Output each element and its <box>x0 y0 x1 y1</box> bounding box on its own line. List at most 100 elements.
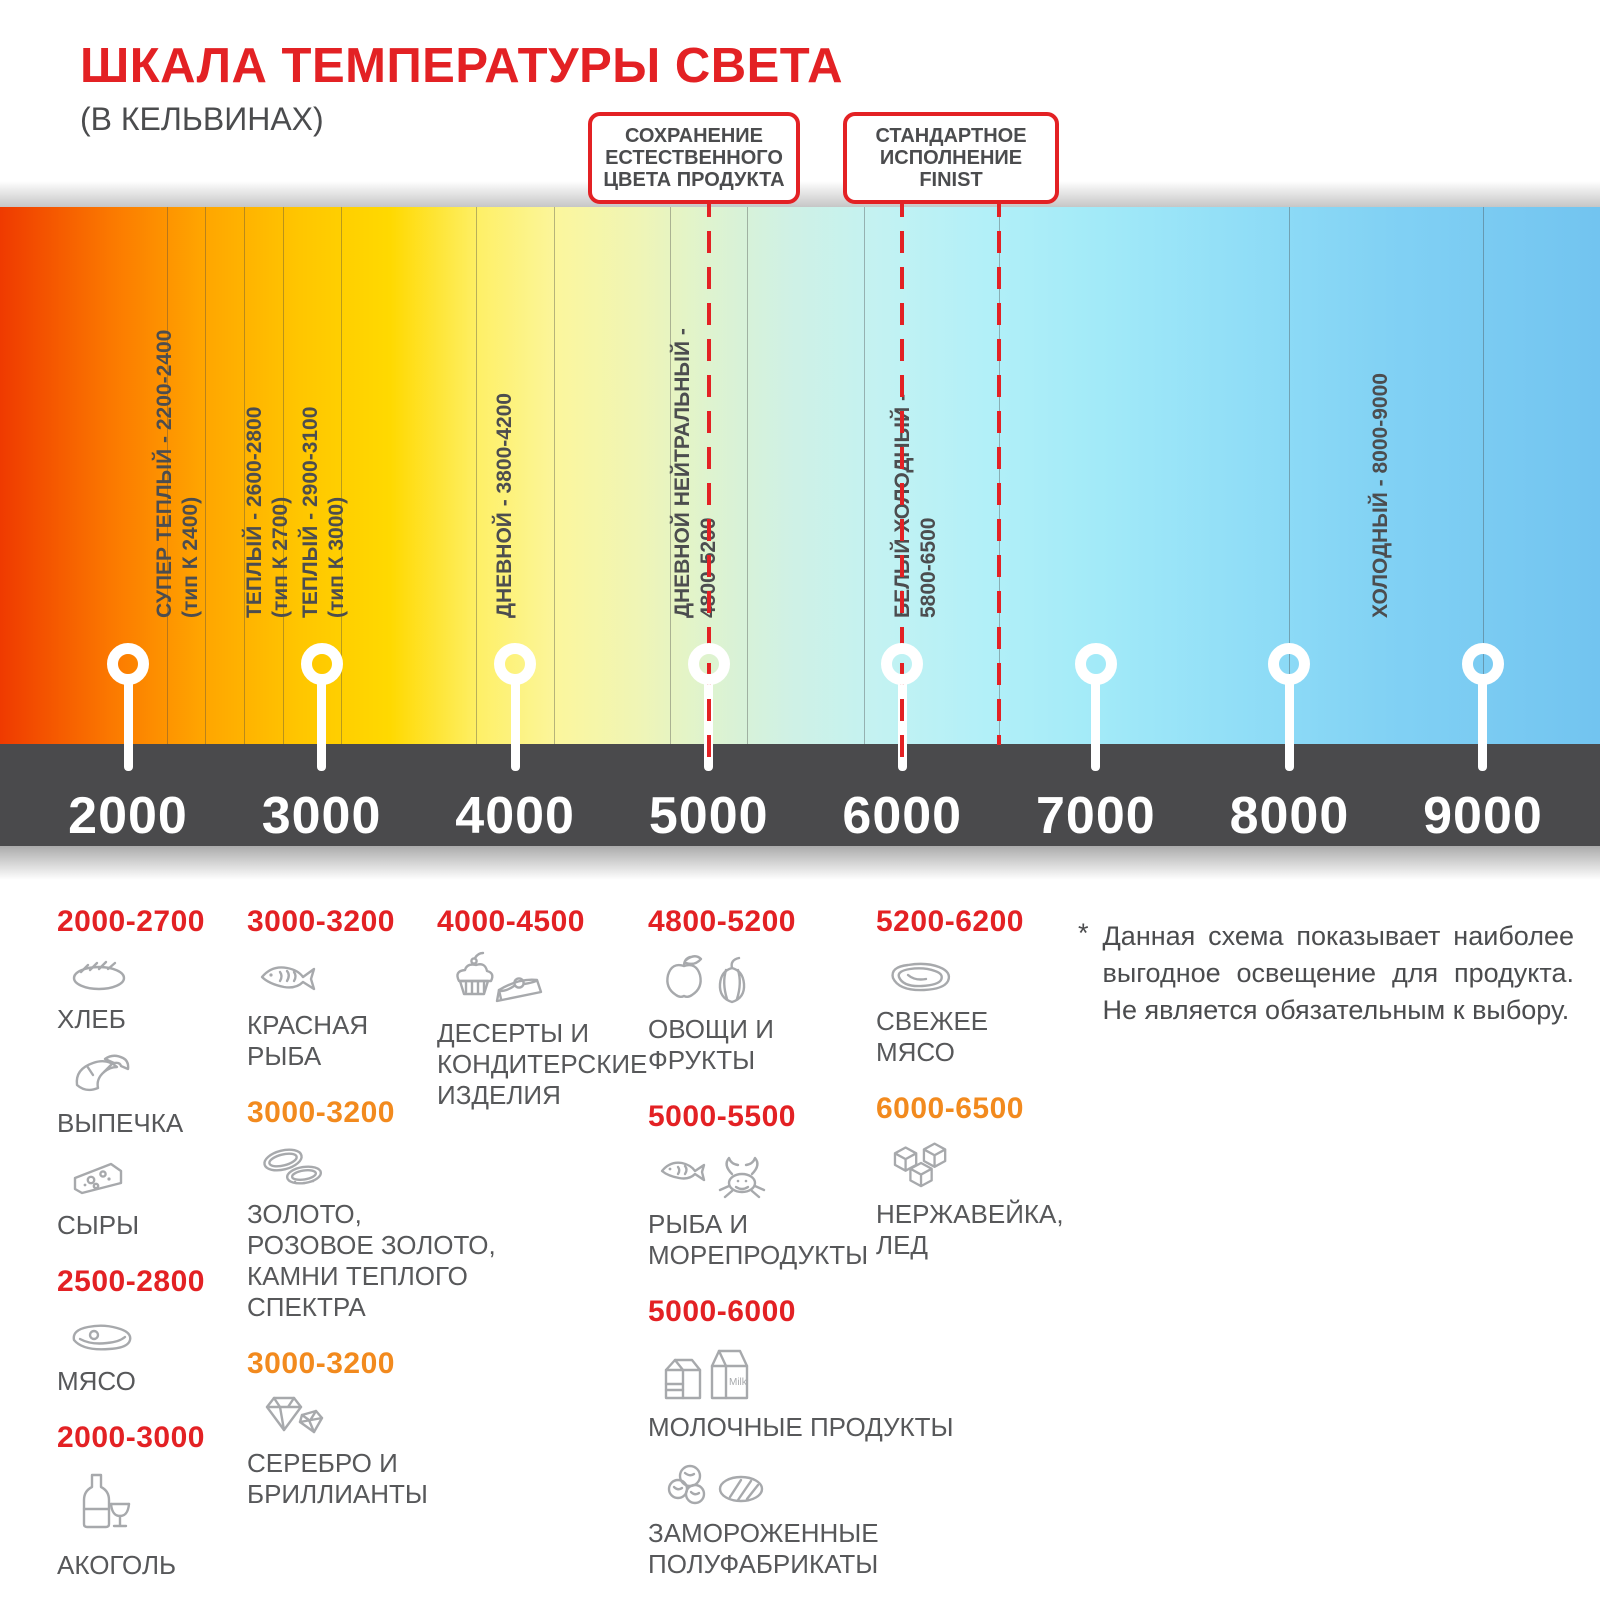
product-label: СЫРЫ <box>57 1210 140 1240</box>
product-label: МЯСО <box>57 1366 136 1396</box>
footnote-text: Данная схема показывает наиболее выгодно… <box>1102 921 1574 1025</box>
range-badge: 4000-4500 <box>437 905 585 938</box>
temperature-gradient-strip <box>0 207 1600 744</box>
kelvin-pin <box>687 643 730 685</box>
gridline-5800k <box>863 207 865 744</box>
range-badge: 4800-5200 <box>648 905 796 938</box>
zone-name: ТЕПЛЫЙ - 2600-2800 <box>243 406 266 618</box>
product-label: ХЛЕБ <box>57 1004 126 1034</box>
product-column-2: 3000-3200 КРАСНАЯ РЫБА 3000-3200 ЗОЛОТО, РО… <box>247 905 496 1534</box>
kelvin-pin-stem <box>123 683 133 771</box>
product-column-5: 5200-6200 СВЕЖЕЕ МЯСО 6000-6500 НЕРЖАВЕЙКА,… <box>876 905 1076 1285</box>
range-badge: 2000-3000 <box>57 1421 205 1454</box>
range-badge: 3000-3200 <box>247 1347 395 1380</box>
seafood-icon <box>648 1142 883 1205</box>
range-badge: 2000-2700 <box>57 905 205 938</box>
kelvin-tick-4000: 4000 <box>455 787 575 845</box>
product-label: МОЛОЧНЫЕ ПРОДУКТЫ <box>648 1412 954 1442</box>
product-label: ЗАМОРОЖЕННЫЕ ПОЛУФАБРИКАТЫ <box>648 1518 879 1579</box>
zone-range: 5800-6500 <box>917 517 940 618</box>
fish-icon <box>247 947 432 1006</box>
range-badge: 3000-3200 <box>247 905 395 938</box>
callout-finist-standard: СТАНДАРТНОЕ ИСПОЛНЕНИЕ FINIST <box>843 112 1059 204</box>
callout-natural-color: СОХРАНЕНИЕ ЕСТЕСТВЕННОГО ЦВЕТА ПРОДУКТА <box>588 112 800 204</box>
top-shadow-band <box>0 181 1600 207</box>
product-group: 4000-4500 ДЕСЕРТЫ И КОНДИТЕРСКИЕ ИЗДЕЛИЯ <box>437 905 647 1111</box>
gridline-2400k <box>205 207 207 744</box>
kelvin-pin <box>881 643 924 685</box>
kelvin-pin-stem <box>1284 683 1294 771</box>
range-badge: 5000-5500 <box>648 1100 796 1133</box>
zone-range: (тип К 3000) <box>325 496 348 618</box>
natural-color-marker-line <box>706 195 711 771</box>
product-label: КРАСНАЯ РЫБА <box>247 1010 369 1071</box>
page-subtitle: (В КЕЛЬВИНАХ) <box>80 101 324 137</box>
range-badge: 6000-6500 <box>876 1092 1024 1125</box>
zone-range: (тип К 2400) <box>179 496 202 618</box>
gridline-2200k <box>166 207 168 744</box>
gridline-4800k <box>669 207 671 744</box>
range-badge: 3000-3200 <box>247 1096 395 1129</box>
range-badge: 2500-2800 <box>57 1265 205 1298</box>
zone-name: ДНЕВНОЙ НЕЙТРАЛЬНЫЙ - <box>671 328 694 618</box>
product-group: 6000-6500 НЕРЖАВЕЙКА, ЛЕД <box>876 1092 1076 1261</box>
kelvin-tick-9000: 9000 <box>1423 787 1543 845</box>
kelvin-pin <box>1268 643 1311 685</box>
steak-icon <box>876 947 1076 1002</box>
gridline-3100k <box>340 207 342 744</box>
footnote: * Данная схема показывает наиболее выгод… <box>1078 918 1574 1029</box>
zone-label: БЕЛЫЙ ХОЛОДНЫЙ -5800-6500 <box>890 394 942 618</box>
finist-marker-line <box>997 195 1002 745</box>
gridline-2800k <box>282 207 284 744</box>
kelvin-pin <box>494 643 537 685</box>
product-label: НЕРЖАВЕЙКА, ЛЕД <box>876 1199 1064 1260</box>
bread-icon <box>57 947 237 1000</box>
zone-label: ДНЕВНОЙ - 3800-4200 <box>492 393 518 618</box>
product-group: 5000-6000 Milk МОЛОЧНЫЕ ПРОДУКТЫ ЗАМОРОЖЕНН… <box>648 1295 954 1580</box>
kelvin-pin <box>1461 643 1504 685</box>
footnote-asterisk: * <box>1078 918 1089 948</box>
frozen-icon <box>648 1451 883 1514</box>
alcohol-icon <box>57 1463 237 1546</box>
ice-icon <box>876 1134 1076 1195</box>
product-column-3: 4000-4500 ДЕСЕРТЫ И КОНДИТЕРСКИЕ ИЗДЕЛИЯ <box>437 905 647 1135</box>
gridline-8000k <box>1289 207 1291 744</box>
zone-name: ХОЛОДНЫЙ - 8000-9000 <box>1369 373 1392 618</box>
kelvin-pin <box>300 643 343 685</box>
range-badge: 5200-6200 <box>876 905 1024 938</box>
zone-label: ТЕПЛЫЙ - 2900-3100 (тип К 3000) <box>298 407 350 618</box>
dessert-icon <box>437 947 647 1014</box>
product-group: 2500-2800 МЯСО <box>57 1265 237 1397</box>
diamond-icon <box>247 1389 432 1444</box>
kelvin-pin-stem <box>510 683 520 771</box>
product-group: 3000-3200 СЕРЕБРО И БРИЛЛИАНТЫ <box>247 1347 432 1510</box>
gridline-9000k <box>1482 207 1484 744</box>
zone-name: СУПЕР ТЕПЛЫЙ - 2200-2400 <box>153 329 176 618</box>
gridline-4200k <box>553 207 555 744</box>
product-group: 5200-6200 СВЕЖЕЕ МЯСО <box>876 905 1076 1068</box>
croissant-icon <box>57 1043 237 1104</box>
product-label: СЕРЕБРО И БРИЛЛИАНТЫ <box>247 1448 428 1509</box>
product-label: ОВОЩИ И ФРУКТЫ <box>648 1014 774 1075</box>
zone-label: ХОЛОДНЫЙ - 8000-9000 <box>1368 373 1394 618</box>
range-badge: 5000-6000 <box>648 1295 796 1328</box>
kelvin-tick-5000: 5000 <box>648 787 769 845</box>
kelvin-pin-stem <box>1091 683 1101 771</box>
zone-name: ДНЕВНОЙ - 3800-4200 <box>493 393 516 618</box>
zone-label: ТЕПЛЫЙ - 2600-2800 (тип К 2700) <box>242 407 294 618</box>
gridline-5200k <box>747 207 749 744</box>
svg-text:Milk: Milk <box>729 1377 748 1388</box>
product-label: ДЕСЕРТЫ И КОНДИТЕРСКИЕ ИЗДЕЛИЯ <box>437 1018 648 1110</box>
milk-icon: Milk <box>648 1337 883 1408</box>
product-column-4: 4800-5200 ОВОЩИ И ФРУКТЫ 5000-5500 РЫБА И М… <box>648 905 954 1600</box>
gridline-3800k <box>476 207 478 744</box>
kelvin-pin-stem <box>1478 683 1488 771</box>
product-group: 4800-5200 ОВОЩИ И ФРУКТЫ <box>648 905 883 1076</box>
kelvin-pin <box>1074 643 1117 685</box>
product-group: 2000-2700 ХЛЕБ ВЫПЕЧКА СЫРЫ <box>57 905 237 1241</box>
page-title: ШКАЛА ТЕМПЕРАТУРЫ СВЕТА <box>80 39 844 93</box>
product-group: 3000-3200 КРАСНАЯ РЫБА <box>247 905 432 1072</box>
cheese-icon <box>57 1147 237 1206</box>
product-group: 2000-3000 АКОГОЛЬ <box>57 1421 237 1581</box>
